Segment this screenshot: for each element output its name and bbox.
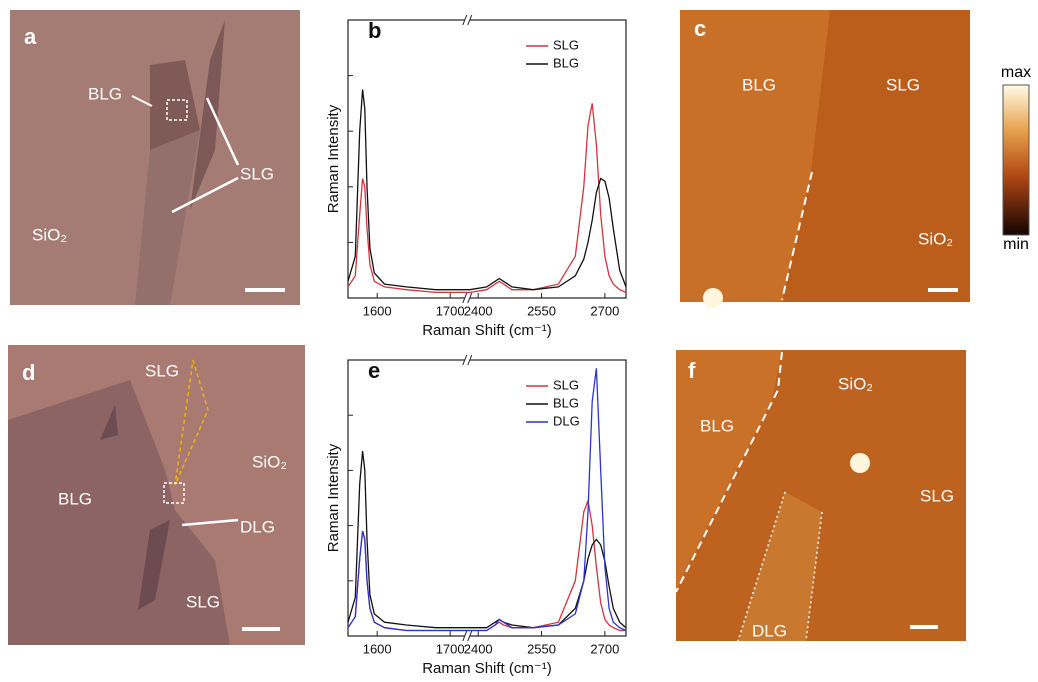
x-tick-label: 2550 [527,641,556,656]
x-tick-label: 2700 [590,641,619,656]
series-line [347,89,627,291]
x-tick-label: 2700 [590,303,619,318]
x-tick-label: 1600 [363,641,392,656]
axis-break-mark [467,14,473,26]
label: SiO₂ [918,229,953,248]
series-line [347,451,627,629]
plot-frame [347,19,627,299]
axis-break-mark [462,354,468,366]
legend-label: BLG [553,55,579,70]
panel-letter: e [368,358,380,383]
colorbar-max: max [1001,64,1031,81]
axis-break-mark [467,292,473,304]
axis-break-mark [462,630,468,642]
x-tick-label: 1600 [363,303,392,318]
label: SLG [186,592,220,611]
legend-label: BLG [553,395,579,410]
y-axis-label: Raman Intensity [325,443,342,552]
label: BLG [742,75,776,94]
legend-label: SLG [553,37,579,52]
label: SiO₂ [838,374,873,393]
axis-break-mark [467,630,473,642]
label: BLG [88,84,122,103]
x-axis-label: Raman Shift (cm⁻¹) [422,322,552,339]
panel-letter: b [368,18,381,43]
x-tick-label: 2400 [464,641,493,656]
panel-c: c BLG SLG SiO₂ max min [680,10,1031,308]
colorbar-min: min [1003,236,1029,253]
label: SiO₂ [32,225,67,244]
panel-a: a BLG SLG SiO₂ [10,10,300,305]
label: SLG [920,486,954,505]
legend-label: DLG [553,413,580,428]
axis-break [464,356,470,364]
label: SLG [145,361,179,380]
x-tick-label: 2550 [527,303,556,318]
label: BLG [700,416,734,435]
label: BLG [58,489,92,508]
axis-break [464,632,470,640]
axis-break [464,294,470,302]
label: SLG [886,75,920,94]
label: DLG [240,517,275,536]
panel-d: d SLG SiO₂ BLG DLG SLG [8,345,305,645]
series-line [347,368,627,632]
axis-break-mark [467,354,473,366]
x-tick-label: 1700 [436,303,465,318]
x-tick-label: 1700 [436,641,465,656]
panel-f: f BLG SiO₂ SLG DLG [675,350,966,642]
label: SLG [240,164,274,183]
label: SiO₂ [252,452,287,471]
panel-letter: d [22,360,35,385]
y-axis-label: Raman Intensity [325,104,342,213]
panel-letter: a [24,24,37,49]
axis-break-mark [462,292,468,304]
axis-break [464,16,470,24]
x-axis-label: Raman Shift (cm⁻¹) [422,660,552,677]
x-tick-label: 2400 [464,303,493,318]
axis-break-mark [462,14,468,26]
legend-label: SLG [553,377,579,392]
plot-frame [347,359,627,637]
colorbar [1002,84,1030,236]
label: DLG [752,621,787,640]
panel-letter: c [694,16,706,41]
series-line [347,103,627,294]
panel-letter: f [688,358,696,383]
